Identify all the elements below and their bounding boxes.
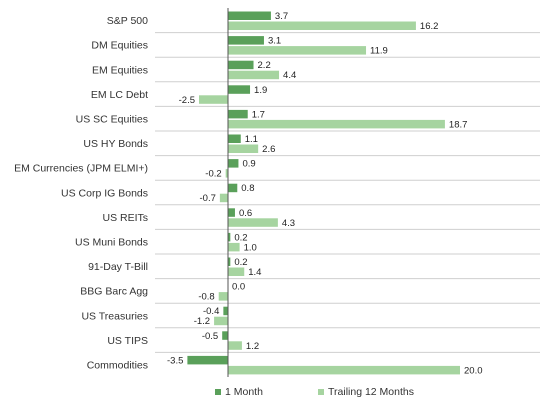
value-label-trailing-12-months-bbg-barc-agg: -0.8 xyxy=(198,292,214,303)
bar-trailing-12-months-commodities xyxy=(228,365,460,375)
bar-1-month-91-day-t-bill xyxy=(228,257,231,266)
category-labels: S&P 500 DM Equities EM Equities EM LC Debt U… xyxy=(14,15,148,371)
bar-trailing-12-months-us-treasuries xyxy=(214,316,228,326)
bar-trailing-12-months-us-muni-bonds xyxy=(228,242,240,252)
category-label-em-equities: EM Equities xyxy=(92,64,148,76)
value-label-1-month-dm-equities: 3.1 xyxy=(268,36,281,47)
bar-1-month-em-equities xyxy=(228,60,254,70)
value-label-trailing-12-months-em-equities: 4.4 xyxy=(283,70,296,81)
category-label-dm-equities: DM Equities xyxy=(91,40,148,52)
value-label-1-month-em-equities: 2.2 xyxy=(258,60,271,71)
bar-1-month-us-corp-ig-bonds xyxy=(228,183,238,193)
bar-1-month-dm-equities xyxy=(228,36,264,45)
bar-trailing-12-months-us-corp-ig-bonds xyxy=(219,193,228,203)
value-label-1-month-91-day-t-bill: 0.2 xyxy=(234,257,247,268)
bar-1-month-em-lc-debt xyxy=(228,85,251,94)
bar-trailing-12-months-bbg-barc-agg xyxy=(218,292,228,301)
bar-1-month-s-p-500 xyxy=(228,11,271,20)
value-label-trailing-12-months-em-lc-debt: -2.5 xyxy=(179,95,195,106)
category-label-us-reits: US REITs xyxy=(102,212,148,224)
bar-1-month-us-reits xyxy=(228,208,235,217)
bars xyxy=(187,11,460,375)
value-label-trailing-12-months-us-hy-bonds: 2.6 xyxy=(262,144,275,155)
category-label-commodities: Commodities xyxy=(87,360,148,372)
legend-swatch-1-month xyxy=(215,389,221,395)
category-label-em-currencies-jpm-elmi: EM Currencies (JPM ELMI+) xyxy=(14,163,148,175)
value-label-1-month-em-lc-debt: 1.9 xyxy=(254,85,267,96)
value-label-1-month-us-tips: -0.5 xyxy=(202,331,218,342)
category-label-em-lc-debt: EM LC Debt xyxy=(91,89,148,101)
value-label-trailing-12-months-us-corp-ig-bonds: -0.7 xyxy=(200,193,216,204)
legend-swatch-trailing-12-months xyxy=(318,389,324,395)
bar-1-month-us-muni-bonds xyxy=(228,232,231,242)
bar-trailing-12-months-us-hy-bonds xyxy=(228,144,259,153)
value-labels: 3.7 16.2 3.1 11.9 2.2 4.4 1.9 -2.5 1.7 18.7 1.1 2.6… xyxy=(167,11,482,376)
value-label-trailing-12-months-s-p-500: 16.2 xyxy=(420,21,439,32)
legend-label-1-month: 1 Month xyxy=(225,386,263,398)
bar-trailing-12-months-s-p-500 xyxy=(228,21,416,30)
value-label-1-month-us-hy-bonds: 1.1 xyxy=(245,134,258,145)
category-label-us-treasuries: US Treasuries xyxy=(81,310,148,322)
value-label-trailing-12-months-us-reits: 4.3 xyxy=(282,218,295,229)
bar-1-month-us-tips xyxy=(222,331,228,340)
value-label-trailing-12-months-commodities: 20.0 xyxy=(464,365,483,376)
category-label-91-day-t-bill: 91-Day T-Bill xyxy=(88,261,148,273)
bar-trailing-12-months-us-tips xyxy=(228,341,242,350)
row-separators xyxy=(155,32,540,353)
category-label-us-muni-bonds: US Muni Bonds xyxy=(75,237,148,249)
category-label-us-sc-equities: US SC Equities xyxy=(76,114,148,126)
value-label-trailing-12-months-us-treasuries: -1.2 xyxy=(194,316,210,327)
value-label-trailing-12-months-us-sc-equities: 18.7 xyxy=(449,119,468,130)
value-label-1-month-em-currencies-jpm-elmi: 0.9 xyxy=(242,159,255,170)
category-label-us-corp-ig-bonds: US Corp IG Bonds xyxy=(61,187,148,199)
value-label-trailing-12-months-dm-equities: 11.9 xyxy=(370,46,388,57)
bar-trailing-12-months-em-lc-debt xyxy=(199,95,228,104)
value-label-1-month-us-corp-ig-bonds: 0.8 xyxy=(241,183,254,194)
bar-1-month-us-hy-bonds xyxy=(228,134,241,143)
bar-1-month-us-sc-equities xyxy=(228,109,248,119)
value-label-1-month-commodities: -3.5 xyxy=(167,355,183,366)
legend-label-trailing-12-months: Trailing 12 Months xyxy=(328,386,414,398)
value-label-trailing-12-months-us-muni-bonds: 1.0 xyxy=(244,242,257,253)
legend: 1 Month Trailing 12 Months xyxy=(215,386,414,398)
category-label-us-tips: US TIPS xyxy=(107,335,148,347)
value-label-1-month-us-sc-equities: 1.7 xyxy=(252,109,265,120)
category-label-s-p-500: S&P 500 xyxy=(107,15,148,27)
value-label-1-month-s-p-500: 3.7 xyxy=(275,11,288,22)
bar-trailing-12-months-em-equities xyxy=(228,70,280,80)
bar-1-month-us-treasuries xyxy=(223,306,228,316)
value-label-trailing-12-months-em-currencies-jpm-elmi: -0.2 xyxy=(205,169,221,180)
value-label-1-month-us-reits: 0.6 xyxy=(239,208,252,219)
value-label-1-month-bbg-barc-agg: 0.0 xyxy=(232,282,245,293)
value-label-trailing-12-months-91-day-t-bill: 1.4 xyxy=(248,267,261,278)
value-label-1-month-us-treasuries: -0.4 xyxy=(203,306,219,317)
bar-1-month-commodities xyxy=(187,355,228,365)
category-label-us-hy-bonds: US HY Bonds xyxy=(83,138,148,150)
bar-trailing-12-months-us-sc-equities xyxy=(228,119,445,129)
value-label-1-month-us-muni-bonds: 0.2 xyxy=(234,232,247,243)
value-label-trailing-12-months-us-tips: 1.2 xyxy=(246,341,259,352)
category-label-bbg-barc-agg: BBG Barc Agg xyxy=(80,286,148,298)
bar-trailing-12-months-dm-equities xyxy=(228,46,367,55)
bar-trailing-12-months-em-currencies-jpm-elmi xyxy=(225,169,228,178)
bar-trailing-12-months-us-reits xyxy=(228,218,278,227)
bar-trailing-12-months-91-day-t-bill xyxy=(228,267,245,276)
bar-1-month-em-currencies-jpm-elmi xyxy=(228,159,239,168)
